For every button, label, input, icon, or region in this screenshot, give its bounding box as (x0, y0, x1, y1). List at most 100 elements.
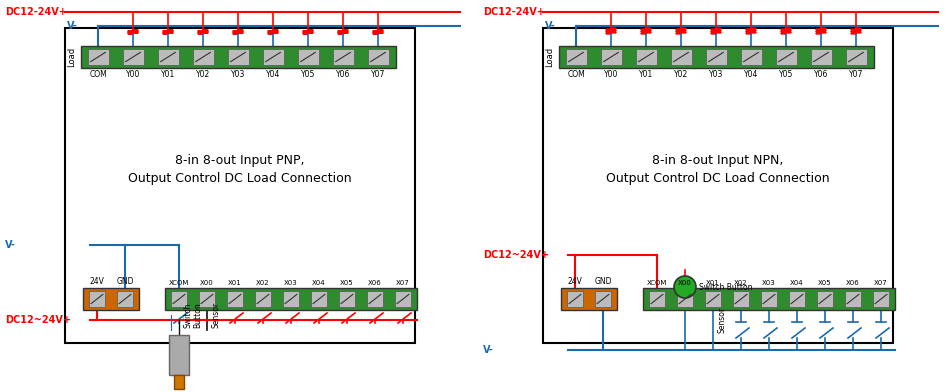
Text: X00: X00 (201, 280, 214, 286)
Bar (116, 291, 133, 307)
Text: Output Control DC Load Connection: Output Control DC Load Connection (129, 172, 352, 185)
Bar (199, 291, 216, 307)
Bar (705, 291, 722, 307)
Text: Y03: Y03 (709, 70, 723, 79)
Bar (566, 49, 587, 65)
Bar (165, 288, 417, 310)
Text: X07: X07 (396, 280, 410, 286)
Text: X01: X01 (706, 280, 720, 286)
Bar (80, 46, 395, 68)
Bar (845, 291, 862, 307)
Text: Y02: Y02 (674, 70, 688, 79)
Bar (676, 291, 693, 307)
Text: GND: GND (116, 277, 133, 286)
Text: Switch
Button: Switch Button (183, 302, 202, 328)
Bar (227, 291, 243, 307)
Text: 24V: 24V (568, 277, 583, 286)
Text: 8-in 8-out Input PNP,: 8-in 8-out Input PNP, (175, 154, 305, 167)
Text: Y01: Y01 (639, 70, 653, 79)
Text: X03: X03 (284, 280, 298, 286)
Bar (872, 291, 889, 307)
Text: Y07: Y07 (371, 70, 385, 79)
Text: X07: X07 (874, 280, 888, 286)
Text: V-: V- (545, 21, 555, 31)
Text: Sensor: Sensor (211, 302, 220, 328)
Bar (367, 291, 383, 307)
Bar (297, 49, 319, 65)
Text: X04: X04 (790, 280, 804, 286)
Bar (65, 28, 415, 343)
Bar (558, 46, 873, 68)
Bar (811, 49, 832, 65)
Bar (174, 375, 184, 389)
Text: Y02: Y02 (196, 70, 210, 79)
Text: Output Control DC Load Connection: Output Control DC Load Connection (606, 172, 830, 185)
Bar (170, 291, 187, 307)
Bar (227, 49, 249, 65)
Bar (636, 49, 657, 65)
Text: Sensor: Sensor (717, 307, 726, 333)
Text: X02: X02 (734, 280, 747, 286)
Text: COM: COM (567, 70, 585, 79)
Bar (283, 291, 299, 307)
Text: Load: Load (67, 47, 77, 67)
Bar (649, 291, 665, 307)
Bar (169, 335, 189, 375)
Text: XCOM: XCOM (168, 280, 189, 286)
Text: Y05: Y05 (779, 70, 793, 79)
Bar (83, 288, 139, 310)
Bar (332, 49, 354, 65)
Bar (816, 291, 833, 307)
Bar (595, 291, 611, 307)
Bar (567, 291, 584, 307)
Bar (543, 28, 893, 343)
Text: Y07: Y07 (849, 70, 863, 79)
Text: DC12-24V+: DC12-24V+ (5, 7, 67, 17)
Bar (262, 49, 284, 65)
Bar (789, 291, 805, 307)
Text: X03: X03 (762, 280, 776, 286)
Text: 8-in 8-out Input NPN,: 8-in 8-out Input NPN, (653, 154, 783, 167)
Text: DC12-24V+: DC12-24V+ (483, 7, 545, 17)
Bar (601, 49, 622, 65)
Text: Switch Button: Switch Button (699, 283, 752, 292)
Text: X06: X06 (846, 280, 860, 286)
Bar (741, 49, 762, 65)
Bar (846, 49, 867, 65)
Text: Y03: Y03 (231, 70, 245, 79)
Bar (643, 288, 895, 310)
Circle shape (674, 276, 696, 298)
Bar (122, 49, 144, 65)
Text: Y05: Y05 (301, 70, 315, 79)
Text: Y01: Y01 (161, 70, 175, 79)
Bar (394, 291, 412, 307)
Text: X01: X01 (228, 280, 242, 286)
Text: Y04: Y04 (744, 70, 758, 79)
Text: Load: Load (546, 47, 554, 67)
Bar (157, 49, 179, 65)
Text: X06: X06 (368, 280, 382, 286)
Bar (706, 49, 727, 65)
Text: X05: X05 (818, 280, 832, 286)
Text: Y06: Y06 (814, 70, 828, 79)
Text: GND: GND (594, 277, 612, 286)
Text: Y06: Y06 (336, 70, 350, 79)
Bar (310, 291, 327, 307)
Text: DC12~24V+: DC12~24V+ (483, 250, 549, 260)
Text: V-: V- (483, 345, 494, 355)
Text: X02: X02 (256, 280, 270, 286)
Text: X00: X00 (678, 280, 692, 286)
Text: XCOM: XCOM (647, 280, 667, 286)
Text: Y04: Y04 (266, 70, 280, 79)
Text: DC12~24V+: DC12~24V+ (5, 315, 71, 325)
Bar (561, 288, 617, 310)
Bar (761, 291, 778, 307)
Text: 24V: 24V (90, 277, 104, 286)
Text: V-: V- (5, 240, 16, 250)
Text: Y00: Y00 (126, 70, 140, 79)
Bar (87, 49, 109, 65)
Bar (367, 49, 389, 65)
Bar (671, 49, 692, 65)
Bar (776, 49, 797, 65)
Bar (339, 291, 356, 307)
